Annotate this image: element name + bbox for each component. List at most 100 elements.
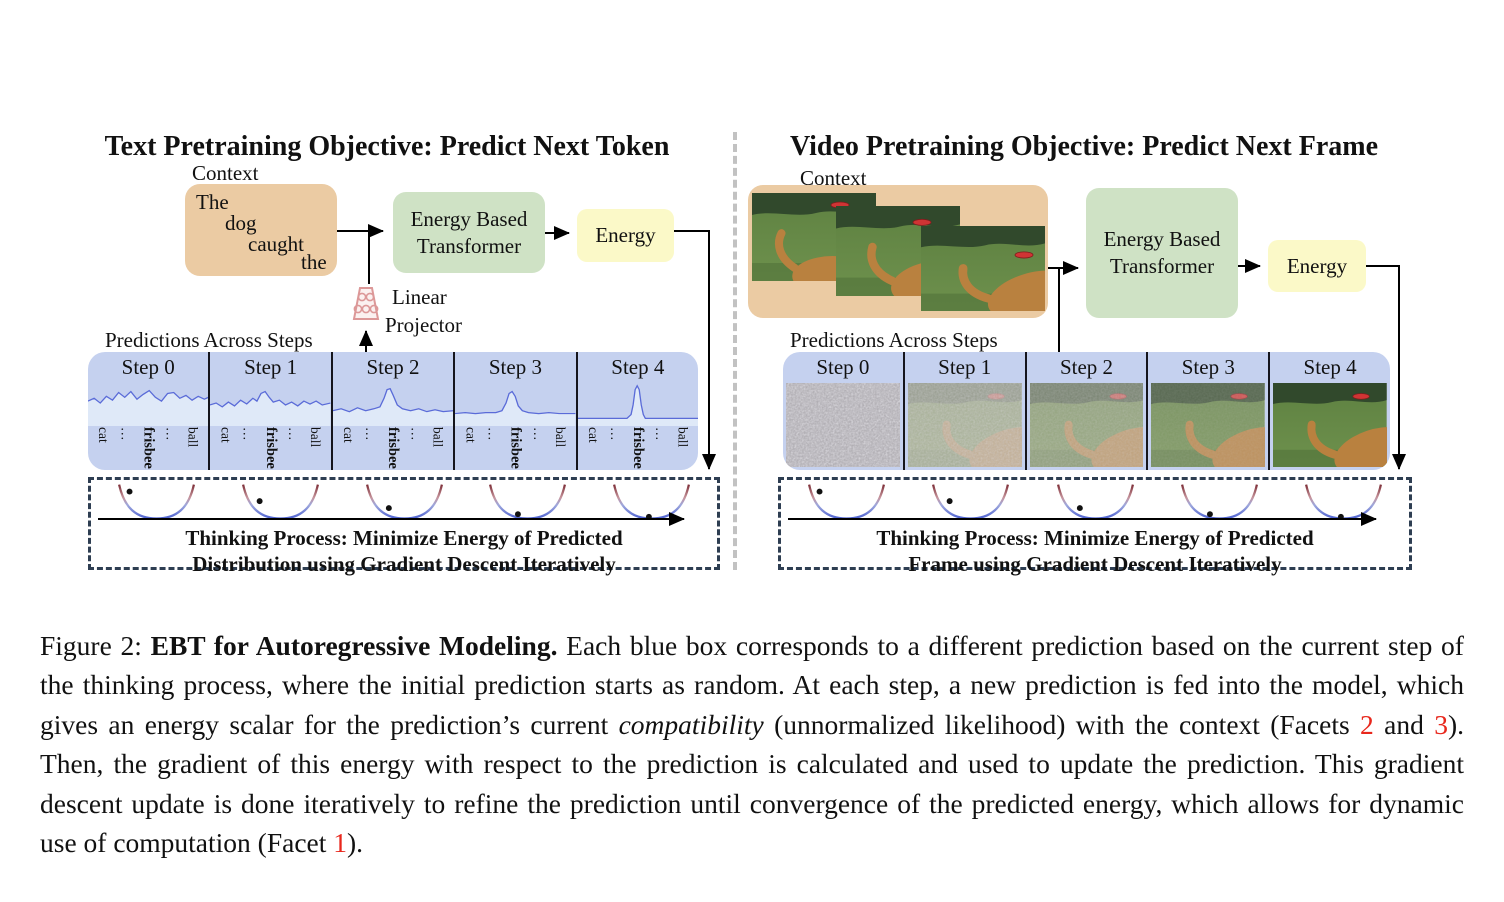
energy-parabola	[118, 484, 195, 520]
token-label: ball	[552, 427, 568, 448]
predicted-frame	[1151, 383, 1266, 467]
token-label: frisbee	[262, 427, 279, 469]
token-label: frisbee	[630, 427, 647, 469]
context-frame-photo	[836, 206, 960, 296]
energy-parabola	[1305, 484, 1382, 520]
context-token: dog	[225, 211, 257, 235]
caption-segment-facet-ref: 3	[1434, 708, 1448, 740]
context-token: The	[196, 190, 229, 214]
transformer-label-line: Energy Based	[410, 206, 528, 231]
energy-parabola	[241, 484, 319, 520]
energy-landscape-row	[781, 480, 1409, 522]
caption-segment: ). Then, the gradient of this energy wit…	[40, 708, 1464, 859]
caption-segment: Figure 2:	[40, 629, 151, 661]
left-context-box: The dog caught the	[185, 184, 337, 276]
distribution-plot	[577, 384, 698, 426]
projector-label-line: Linear	[392, 285, 447, 309]
caption-segment: ).	[347, 827, 364, 858]
caption-segment: (unnormalized likelihood) with the conte…	[763, 708, 1361, 740]
caption-segment: and	[1373, 708, 1435, 740]
left-predictions-box: Step 0 cat … frisbee … ball Step 1 cat … frisb…	[88, 352, 698, 470]
token-label: …	[653, 427, 669, 441]
token-label: …	[285, 427, 301, 441]
caption-segment: EBT for Autoregressive Modeling.	[150, 629, 558, 661]
distribution-plot	[210, 390, 331, 426]
token-axis: cat … frisbee … ball	[578, 426, 698, 470]
right-panel-title: Video Pretraining Objective: Predict Nex…	[789, 131, 1379, 162]
thinking-text-line: Distribution using Gradient Descent Iter…	[192, 552, 616, 576]
step-label: Step 4	[611, 355, 665, 379]
prediction-step-column: Step 0 cat … frisbee … ball	[88, 352, 211, 470]
predicted-frame	[1029, 383, 1144, 467]
energy-parabola	[1056, 484, 1134, 520]
prediction-step-column: Step 1 cat … frisbee … ball	[210, 352, 333, 470]
context-token: caught	[248, 232, 304, 256]
token-label: …	[607, 427, 623, 441]
thinking-text-line: Thinking Process: Minimize Energy of Pre…	[185, 526, 623, 550]
token-axis: cat … frisbee … ball	[88, 426, 208, 470]
left-predictions-label: Predictions Across Steps	[105, 328, 313, 352]
left-context-label: Context	[192, 161, 259, 185]
right-predictions-box: Step 0 Step 1 Step 2	[783, 352, 1390, 470]
prediction-step-column: Step 2 cat … frisbee … ball	[332, 352, 456, 470]
predicted-frame	[1273, 383, 1387, 467]
energy-parabola	[365, 484, 443, 520]
token-label: …	[363, 427, 379, 441]
step-label: Step 2	[366, 355, 420, 379]
distribution-plot	[332, 387, 454, 426]
transformer-label-line: Energy Based	[1103, 227, 1221, 251]
token-label: cat	[96, 427, 112, 443]
token-axis: cat … frisbee … ball	[455, 426, 575, 470]
token-label: cat	[463, 427, 479, 443]
token-label: frisbee	[507, 427, 524, 469]
energy-label: Energy	[1286, 253, 1348, 278]
predicted-frame-noise	[786, 383, 900, 467]
prediction-step-column: Step 4	[1270, 352, 1390, 470]
thinking-text-line: Thinking Process: Minimize Energy of Pre…	[876, 526, 1314, 550]
token-label: cat	[585, 427, 601, 443]
step-label: Step 0	[121, 355, 175, 379]
energy-parabola	[808, 484, 885, 520]
prediction-step-column: Step 3 cat … frisbee … ball	[455, 352, 578, 470]
left-transformer-box: Energy Based Transformer	[393, 192, 545, 273]
energy-label: Energy	[595, 223, 656, 247]
energy-parabola	[932, 484, 1010, 520]
caption-segment-facet-ref: 1	[333, 827, 347, 858]
prediction-step-column: Step 2	[1027, 352, 1149, 470]
right-transformer-box: Energy Based Transformer	[1086, 188, 1238, 318]
token-axis: cat … frisbee … ball	[333, 426, 453, 470]
token-label: ball	[308, 427, 324, 448]
token-label: …	[163, 427, 179, 441]
token-label: …	[485, 427, 501, 441]
step-label: Step 0	[816, 355, 870, 379]
token-label: ball	[185, 427, 201, 448]
caption-segment-facet-ref: 2	[1360, 708, 1374, 740]
projector-label-line: Projector	[385, 313, 462, 337]
step-label: Step 1	[244, 355, 298, 379]
thinking-text-line: Frame using Gradient Descent Iteratively	[908, 552, 1282, 576]
left-panel-title: Text Pretraining Objective: Predict Next…	[104, 131, 670, 162]
energy-parabola	[1180, 484, 1258, 520]
step-label: Step 3	[488, 355, 542, 379]
prediction-step-column: Step 0	[783, 352, 905, 470]
transformer-label-line: Transformer	[416, 233, 522, 258]
context-token: the	[301, 250, 327, 274]
figure-caption: Figure 2: EBT for Autoregressive Modelin…	[40, 626, 1464, 863]
caption-segment: Each blue box corresponds to a different…	[40, 629, 1464, 740]
prediction-step-column: Step 1	[905, 352, 1027, 470]
right-energy-box: Energy	[1268, 240, 1366, 292]
panel-divider	[733, 132, 737, 570]
transformer-label-line: Transformer	[1109, 254, 1215, 278]
step-label: Step 4	[1303, 355, 1357, 379]
left-thinking-box: Thinking Process: Minimize Energy of Pre…	[88, 477, 720, 576]
token-label: cat	[340, 427, 356, 443]
prediction-step-column: Step 4 cat … frisbee … ball	[577, 352, 698, 470]
caption-segment: compatibility	[618, 708, 764, 740]
token-axis: cat … frisbee … ball	[210, 426, 330, 470]
step-label: Step 2	[1059, 355, 1114, 379]
right-predictions-label: Predictions Across Steps	[790, 328, 998, 352]
distribution-plot	[88, 389, 209, 426]
right-thinking-box: Thinking Process: Minimize Energy of Pre…	[778, 477, 1412, 576]
token-label: …	[530, 427, 546, 441]
step-label: Step 1	[938, 355, 992, 379]
